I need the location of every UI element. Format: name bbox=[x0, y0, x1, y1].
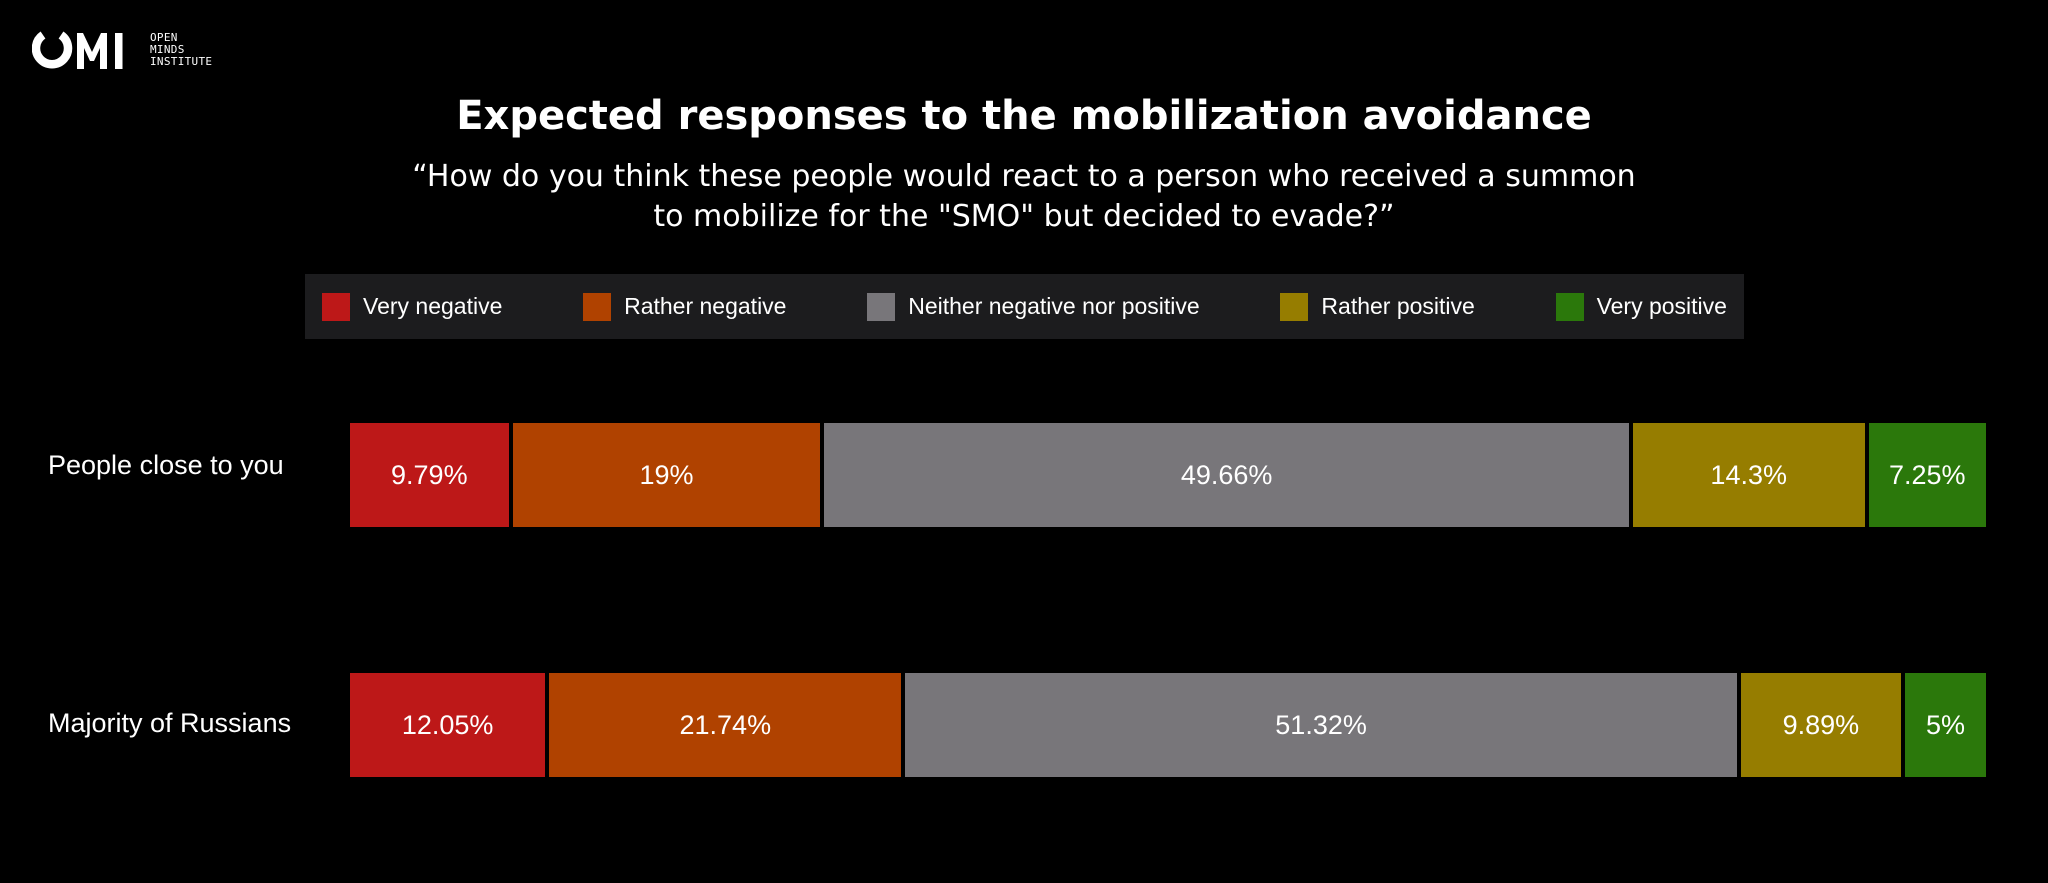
bar-segment-people-close-rather-positive: 14.3% bbox=[1632, 423, 1865, 527]
bar-people-close: 9.79% 19% 49.66% 14.3% 7.25% bbox=[350, 423, 1986, 527]
data-label-people-close-rather-positive: 14.3% bbox=[1710, 459, 1787, 490]
bar-segment-majority-russians-very-positive: 5% bbox=[1905, 673, 1986, 777]
bar-segment-people-close-rather-negative: 19% bbox=[512, 423, 821, 527]
data-label-people-close-rather-negative: 19% bbox=[639, 459, 694, 490]
legend-item-neutral: Neither negative nor positive bbox=[867, 292, 1200, 321]
legend-label-very-positive: Very positive bbox=[1596, 293, 1727, 319]
logo-line-minds: MINDS bbox=[150, 43, 185, 56]
legend-swatch-very-negative bbox=[322, 292, 350, 321]
legend-swatch-rather-positive bbox=[1280, 292, 1309, 321]
chart-subtitle-line-1: “How do you think these people would rea… bbox=[412, 159, 1636, 194]
data-label-people-close-very-negative: 9.79% bbox=[391, 459, 468, 490]
legend-label-rather-positive: Rather positive bbox=[1321, 293, 1475, 319]
bar-segment-majority-russians-neutral: 51.32% bbox=[905, 673, 1737, 777]
legend-label-neutral: Neither negative nor positive bbox=[908, 293, 1200, 319]
logo-line-institute: INSTITUTE bbox=[150, 55, 213, 68]
legend-item-very-positive: Very positive bbox=[1555, 292, 1727, 321]
chart-subtitle-line-2: to mobilize for the "SMO" but decided to… bbox=[653, 199, 1395, 234]
legend-swatch-rather-negative bbox=[583, 292, 612, 321]
bar-segment-majority-russians-very-negative: 12.05% bbox=[350, 673, 546, 777]
legend-label-rather-negative: Rather negative bbox=[624, 293, 787, 319]
data-label-majority-russians-very-positive: 5% bbox=[1925, 709, 1966, 740]
data-label-majority-russians-very-negative: 12.05% bbox=[401, 709, 494, 740]
logo-line-open: OPEN bbox=[150, 31, 178, 44]
data-label-majority-russians-rather-positive: 9.89% bbox=[1782, 709, 1860, 740]
legend-swatch-neutral bbox=[867, 292, 896, 321]
bar-segment-majority-russians-rather-positive: 9.89% bbox=[1740, 673, 1901, 777]
legend-item-rather-positive: Rather positive bbox=[1280, 292, 1475, 321]
chart-legend: Very negative Rather negative Neither ne… bbox=[305, 274, 1744, 339]
legend-label-very-negative: Very negative bbox=[363, 293, 503, 319]
data-label-people-close-very-positive: 7.25% bbox=[1888, 459, 1966, 490]
legend-swatch-very-positive bbox=[1555, 292, 1584, 321]
data-label-majority-russians-neutral: 51.32% bbox=[1275, 709, 1367, 740]
category-label-majority-russians: Majority of Russians bbox=[48, 708, 292, 738]
chart-title: Expected responses to the mobilization a… bbox=[456, 93, 1592, 139]
logo-wordmark: OPEN MINDS INSTITUTE bbox=[150, 32, 212, 68]
bar-segment-people-close-very-negative: 9.79% bbox=[350, 423, 509, 527]
legend-item-rather-negative: Rather negative bbox=[583, 292, 787, 321]
bar-majority-russians: 12.05% 21.74% 51.32% 9.89% 5% bbox=[350, 673, 1986, 777]
omi-logo: OPEN MINDS INSTITUTE bbox=[32, 28, 212, 72]
bar-segment-people-close-neutral: 49.66% bbox=[824, 423, 1629, 527]
data-label-people-close-neutral: 49.66% bbox=[1180, 459, 1273, 490]
bar-segment-people-close-very-positive: 7.25% bbox=[1868, 423, 1986, 527]
bar-segment-majority-russians-rather-negative: 21.74% bbox=[549, 673, 902, 777]
legend-item-very-negative: Very negative bbox=[322, 292, 503, 321]
data-label-majority-russians-rather-negative: 21.74% bbox=[679, 709, 772, 740]
category-label-people-close: People close to you bbox=[48, 450, 284, 480]
chart-subtitle: “How do you think these people would rea… bbox=[324, 157, 1724, 237]
omi-logo-mark bbox=[32, 31, 123, 69]
